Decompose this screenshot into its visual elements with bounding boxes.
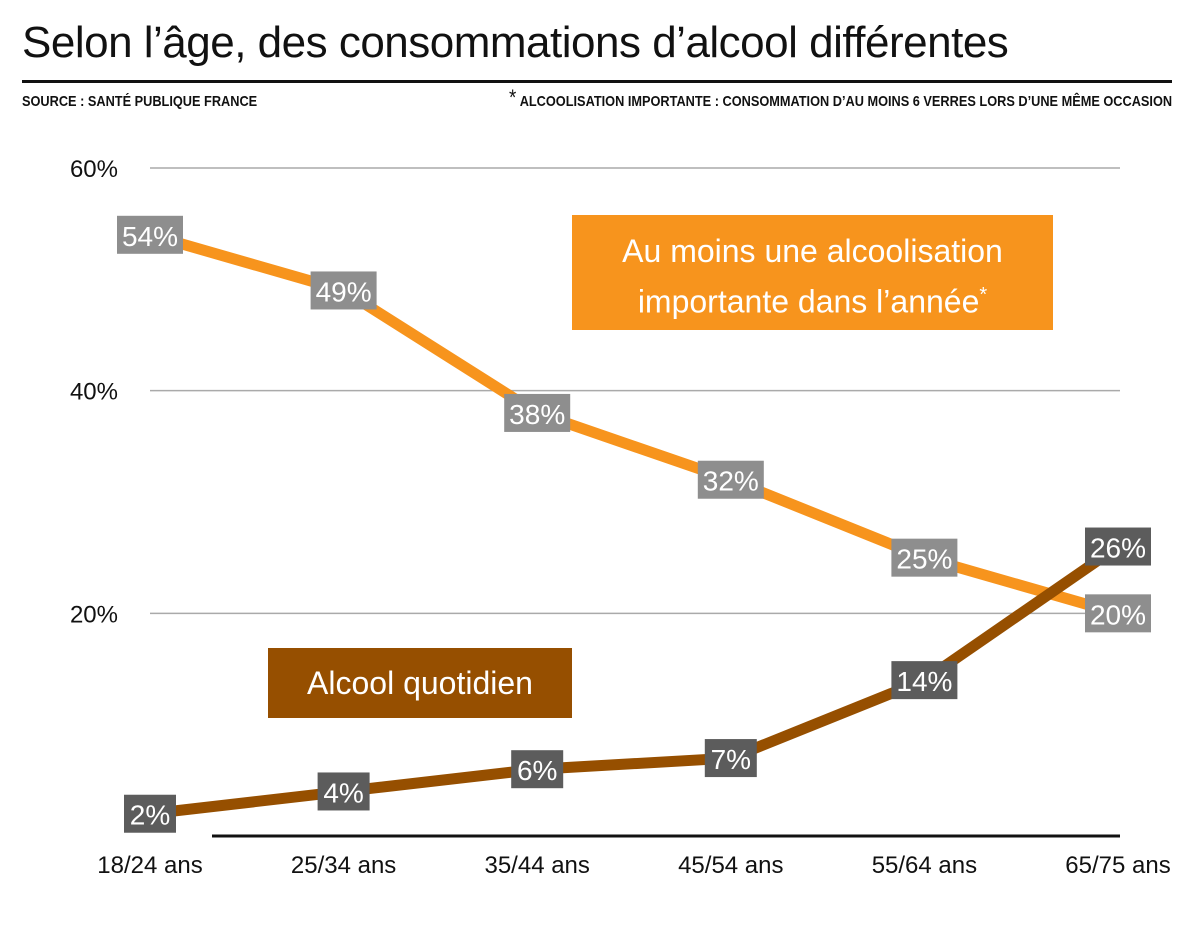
data-label: 20% <box>1090 599 1146 630</box>
x-tick-label: 65/75 ans <box>1065 852 1170 879</box>
data-label: 49% <box>316 276 372 307</box>
data-label-bg <box>310 271 377 310</box>
data-label: 7% <box>711 744 751 775</box>
data-label: 38% <box>509 399 565 430</box>
legend-daily: Alcool quotidien <box>268 648 572 718</box>
footnote-marker: * <box>508 85 517 110</box>
data-label: 25% <box>896 544 952 575</box>
legend-binge-line2: importante dans l’année* <box>637 283 988 320</box>
data-label-bg <box>891 538 958 577</box>
data-label-bg <box>1085 527 1151 566</box>
footnote: * ALCOOLISATION IMPORTANTE : CONSOMMATION… <box>509 85 1172 119</box>
chart-title: Selon l’âge, des consommations d’alcool … <box>22 18 1009 67</box>
y-tick-label: 60% <box>70 156 118 183</box>
source-text: SOURCE : SANTÉ PUBLIQUE FRANCE <box>22 93 258 110</box>
x-tick-label: 25/34 ans <box>291 852 396 879</box>
data-label-bg <box>504 393 571 432</box>
legend-binge: Au moins une alcoolisation importante da… <box>572 215 1053 330</box>
data-label: 2% <box>130 800 170 831</box>
data-label-bg <box>704 739 757 778</box>
data-label-bg <box>124 794 176 833</box>
data-label: 4% <box>323 777 363 808</box>
footnote-text: ALCOOLISATION IMPORTANTE : CONSOMMATION … <box>519 93 1172 110</box>
data-label: 26% <box>1090 533 1146 564</box>
data-label-bg <box>697 460 764 499</box>
x-tick-label: 45/54 ans <box>678 852 783 879</box>
x-tick-label: 55/64 ans <box>872 852 977 879</box>
data-label: 54% <box>122 221 178 252</box>
x-tick-label: 18/24 ans <box>97 852 202 879</box>
legend-binge-line1: Au moins une alcoolisation <box>622 233 1003 269</box>
title-rule <box>22 80 1172 83</box>
x-tick-label: 35/44 ans <box>484 852 589 879</box>
data-label-bg <box>117 215 183 254</box>
data-label-bg <box>317 772 370 811</box>
y-tick-label: 40% <box>70 379 118 406</box>
series-line-1 <box>149 542 1122 820</box>
data-label-bg <box>511 750 564 789</box>
data-label: 14% <box>896 666 952 697</box>
data-label-bg <box>891 661 958 700</box>
data-label-bg <box>1085 594 1151 633</box>
data-label: 6% <box>517 755 557 786</box>
data-label: 32% <box>703 466 759 497</box>
y-tick-label: 20% <box>70 601 118 628</box>
